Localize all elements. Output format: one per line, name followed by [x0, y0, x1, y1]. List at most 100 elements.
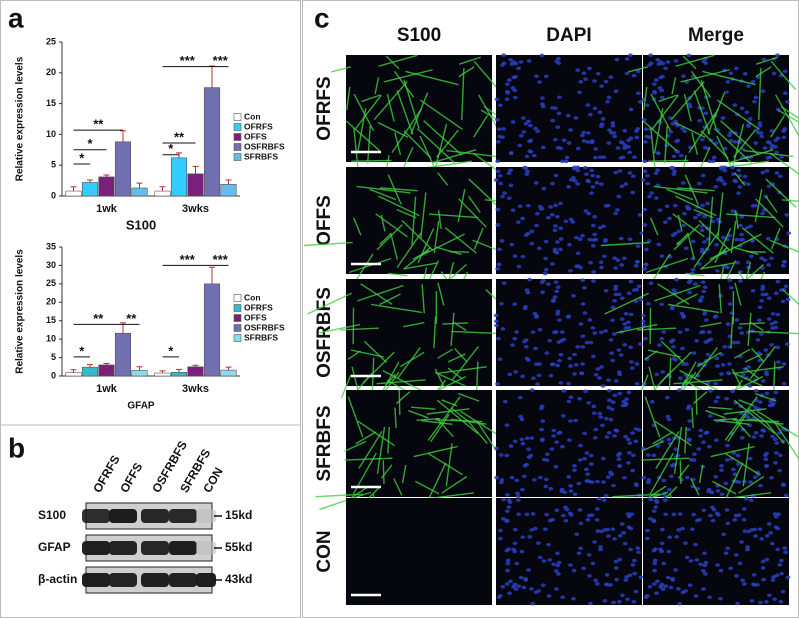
nucleus: [719, 463, 724, 468]
fiber: [647, 349, 681, 358]
nucleus: [734, 574, 739, 578]
nucleus: [665, 60, 671, 64]
nucleus: [758, 131, 764, 135]
nucleus: [713, 381, 719, 386]
nucleus: [537, 327, 543, 332]
nucleus: [576, 481, 582, 486]
micrograph: [315, 390, 509, 528]
nucleus: [505, 568, 510, 573]
nucleus: [722, 168, 728, 173]
bar: [203, 87, 221, 197]
bar: [203, 283, 221, 377]
nucleus: [719, 372, 724, 376]
nucleus: [746, 365, 751, 369]
nucleus: [585, 178, 591, 183]
fiber: [355, 431, 377, 445]
nucleus: [697, 299, 703, 303]
nucleus: [601, 480, 606, 484]
nucleus: [583, 389, 588, 394]
nucleus: [769, 541, 775, 546]
nucleus: [621, 531, 627, 535]
nucleus: [640, 178, 646, 182]
nucleus: [764, 534, 770, 538]
nucleus: [506, 498, 512, 502]
nucleus: [733, 553, 739, 557]
nucleus: [539, 427, 545, 432]
fiber: [699, 247, 728, 270]
nucleus: [705, 352, 711, 357]
fiber: [755, 392, 777, 402]
nucleus: [588, 462, 594, 466]
nucleus: [681, 74, 686, 79]
nucleus: [675, 138, 681, 143]
nucleus: [702, 285, 708, 289]
nucleus: [554, 587, 559, 591]
nucleus: [668, 130, 674, 134]
fiber: [676, 233, 689, 246]
nucleus: [725, 546, 731, 551]
nucleus: [598, 182, 604, 186]
nucleus: [613, 266, 619, 270]
nucleus: [637, 100, 643, 104]
fiber: [419, 99, 463, 130]
fiber: [700, 322, 722, 328]
nucleus: [761, 57, 767, 62]
nucleus: [516, 584, 522, 589]
fiber: [386, 93, 395, 122]
nucleus: [600, 423, 605, 428]
nucleus: [552, 295, 558, 299]
nucleus: [628, 547, 634, 552]
nucleus: [732, 140, 738, 144]
fiber: [738, 475, 765, 494]
nucleus: [753, 95, 759, 100]
nucleus: [739, 215, 745, 219]
fiber: [643, 86, 648, 110]
fiber: [693, 232, 719, 268]
nucleus: [516, 66, 521, 71]
error-bar: [225, 179, 232, 185]
nucleus: [511, 547, 516, 552]
fiber: [700, 130, 729, 159]
nucleus: [745, 182, 751, 186]
nucleus: [524, 462, 530, 467]
significance: ***: [213, 53, 229, 68]
nucleus: [617, 169, 623, 173]
nucleus: [724, 458, 730, 462]
nucleus: [530, 376, 536, 381]
nucleus: [735, 340, 741, 345]
nucleus: [628, 345, 634, 350]
fiber: [340, 327, 380, 331]
fiber: [303, 241, 353, 247]
legend-swatch: [233, 294, 242, 302]
nucleus: [759, 298, 765, 303]
nucleus: [572, 372, 577, 376]
y-tick-label: 10: [46, 334, 56, 344]
nucleus: [606, 141, 612, 145]
nucleus: [603, 79, 609, 84]
fiber: [734, 210, 739, 230]
fiber: [717, 192, 724, 239]
nucleus: [582, 311, 588, 315]
nucleus: [786, 231, 792, 235]
nucleus: [610, 358, 616, 363]
fiber: [366, 125, 371, 164]
nucleus: [634, 135, 640, 140]
nucleus: [753, 534, 758, 538]
nucleus: [499, 239, 505, 243]
row-label: OSFRBFS: [314, 287, 335, 378]
nucleus: [589, 140, 595, 145]
nucleus: [749, 599, 755, 603]
fiber: [363, 340, 388, 364]
nucleus: [577, 237, 583, 242]
nucleus: [764, 557, 770, 562]
nucleus: [610, 121, 616, 125]
fiber: [734, 282, 742, 306]
nucleus: [497, 247, 502, 252]
nucleus: [504, 519, 510, 523]
fiber: [401, 219, 434, 251]
nucleus: [575, 165, 581, 170]
nucleus: [676, 587, 681, 591]
nucleus: [496, 262, 502, 267]
legend-label: OSFRBFS: [244, 322, 285, 332]
legend-swatch: [233, 324, 242, 332]
